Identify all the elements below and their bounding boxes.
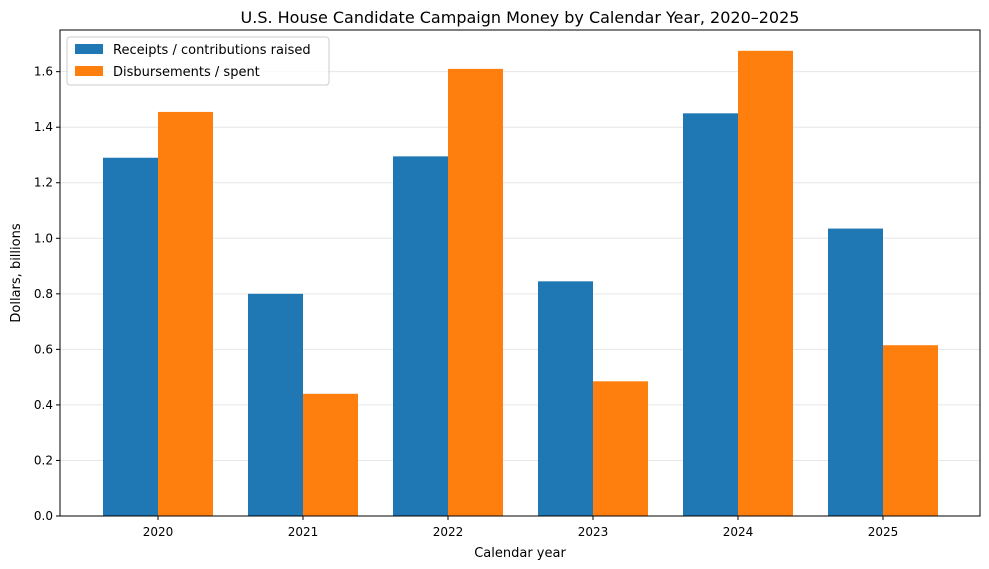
y-tick-label: 0.8 <box>34 287 53 301</box>
legend-swatch-disbursements <box>75 66 103 76</box>
legend-label-receipts: Receipts / contributions raised <box>113 43 311 58</box>
bar-disbursements-2024 <box>738 50 793 516</box>
chart-title: U.S. House Candidate Campaign Money by C… <box>241 8 800 27</box>
bar-disbursements-2025 <box>883 345 938 516</box>
y-tick-label: 0.6 <box>34 342 53 356</box>
y-axis-label: Dollars, billions <box>9 223 24 322</box>
bar-receipts-2020 <box>103 157 158 516</box>
bar-receipts-2024 <box>683 113 738 517</box>
x-tick-label: 2021 <box>288 525 319 539</box>
y-tick-label: 0.4 <box>34 398 53 412</box>
y-tick-label: 1.2 <box>34 176 53 190</box>
x-tick-label: 2023 <box>578 525 609 539</box>
y-tick-label: 1.6 <box>34 65 53 79</box>
legend: Receipts / contributions raised Disburse… <box>66 36 330 86</box>
x-tick-label: 2024 <box>723 525 754 539</box>
y-tick-label: 1.4 <box>34 120 53 134</box>
bar-disbursements-2022 <box>448 68 503 516</box>
plot-frame <box>59 29 981 517</box>
x-axis: 2020 2021 2022 2023 2024 2025 <box>143 516 899 539</box>
bar-disbursements-2021 <box>303 393 358 516</box>
bars <box>103 50 938 517</box>
bar-disbursements-2020 <box>158 111 213 516</box>
bar-receipts-2021 <box>248 293 303 516</box>
x-tick-label: 2022 <box>433 525 464 539</box>
x-axis-label: Calendar year <box>474 546 566 561</box>
bar-disbursements-2023 <box>593 381 648 516</box>
legend-swatch-receipts <box>75 44 103 54</box>
legend-box <box>66 36 330 86</box>
y-axis: 0.0 0.2 0.4 0.6 0.8 1.0 1.2 1.4 1.6 <box>34 65 60 523</box>
y-tick-label: 0.2 <box>34 453 53 467</box>
x-tick-label: 2020 <box>143 525 174 539</box>
bar-receipts-2025 <box>828 228 883 516</box>
bar-receipts-2022 <box>393 156 448 517</box>
bar-receipts-2023 <box>538 281 593 516</box>
legend-label-disbursements: Disbursements / spent <box>113 65 260 80</box>
y-tick-label: 1.0 <box>34 231 53 245</box>
y-tick-label: 0.0 <box>34 509 53 523</box>
x-tick-label: 2025 <box>868 525 899 539</box>
